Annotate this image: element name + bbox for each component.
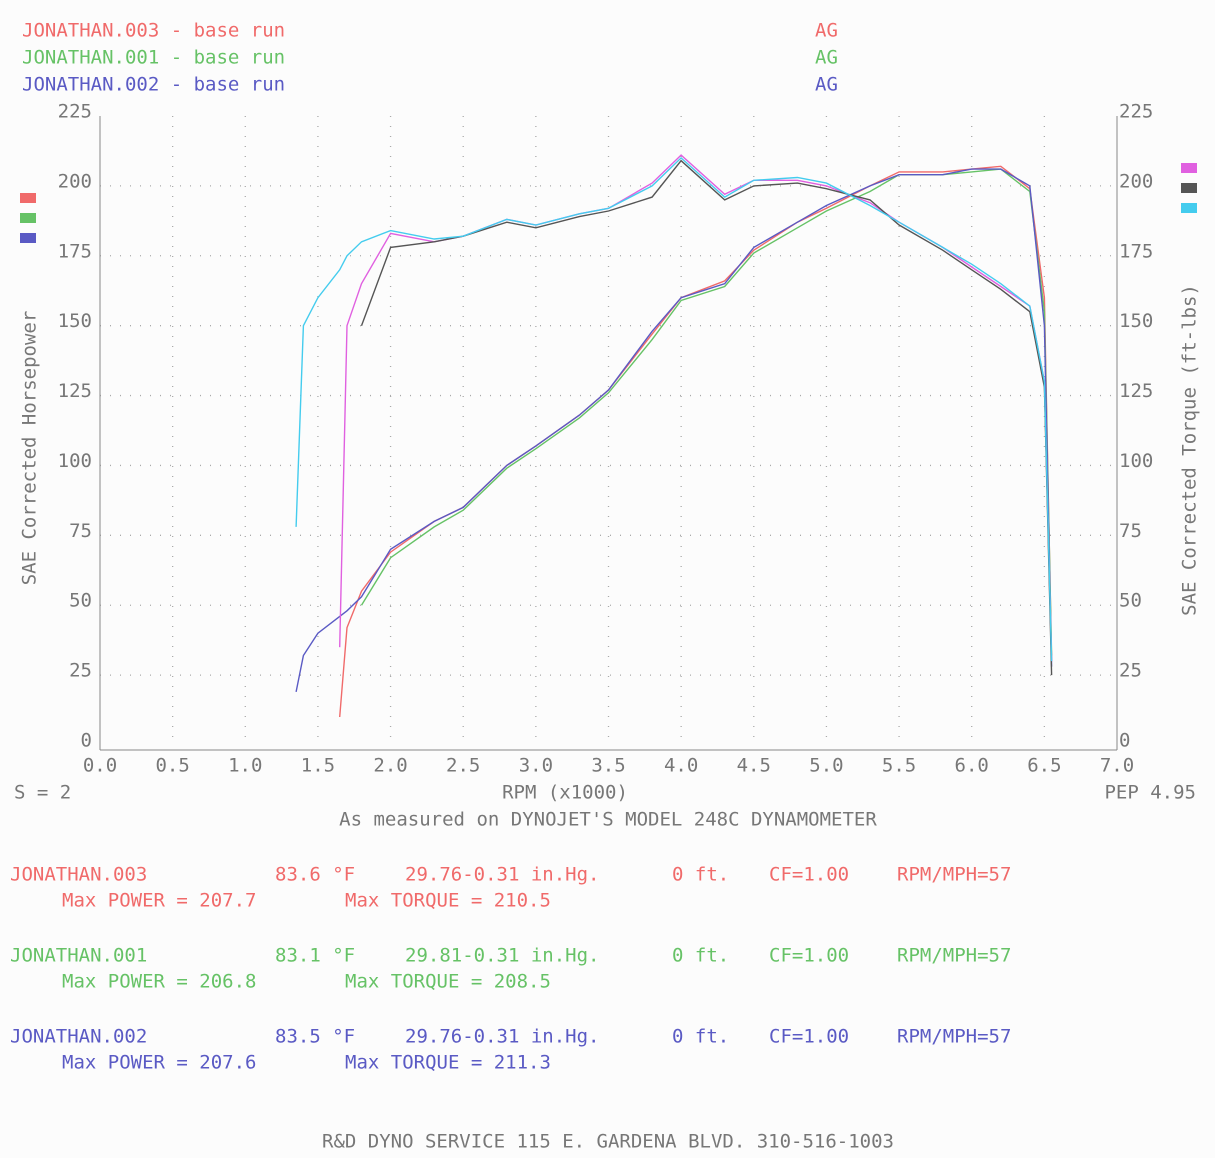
run-cf: CF=1.00 (769, 1026, 849, 1048)
x-tick-label: 1.5 (301, 755, 335, 777)
run-tag: AG (815, 74, 838, 96)
run-cf: CF=1.00 (769, 945, 849, 967)
y2-tick-label: 150 (1119, 310, 1153, 332)
footer: R&D DYNO SERVICE 115 E. GARDENA BLVD. 31… (322, 1131, 894, 1153)
legend-swatch (1181, 203, 1197, 213)
x-tick-label: 4.5 (737, 755, 771, 777)
run-altitude: 0 ft. (672, 945, 729, 967)
y-tick-label: 100 (58, 450, 92, 472)
x-tick-label: 3.0 (519, 755, 553, 777)
run-altitude: 0 ft. (672, 864, 729, 886)
run-max-torque: Max TORQUE = 211.3 (345, 1052, 551, 1074)
run-ratio: RPM/MPH=57 (897, 1026, 1011, 1048)
y2-tick-label: 50 (1119, 590, 1142, 612)
y-axis-title: SAE Corrected Horsepower (19, 311, 41, 586)
x-tick-label: 7.0 (1100, 755, 1134, 777)
x-tick-label: 5.0 (809, 755, 843, 777)
note-left: S = 2 (14, 782, 71, 804)
x-tick-label: 6.0 (955, 755, 989, 777)
x-axis-title: RPM (x1000) (502, 782, 628, 804)
run-ratio: RPM/MPH=57 (897, 864, 1011, 886)
curve (295, 168, 1053, 693)
y2-tick-label: 175 (1119, 240, 1153, 262)
y-tick-label: 150 (58, 310, 92, 332)
run-max-power: Max POWER = 206.8 (62, 971, 256, 993)
curve (360, 168, 1053, 656)
curve (295, 156, 1053, 662)
run-max-power: Max POWER = 207.6 (62, 1052, 256, 1074)
x-tick-label: 1.0 (228, 755, 262, 777)
note-right: PEP 4.95 (1104, 782, 1196, 804)
x-tick-label: 2.5 (446, 755, 480, 777)
y-tick-label: 50 (69, 590, 92, 612)
run-temp: 83.6 °F (275, 864, 355, 886)
y2-tick-label: 0 (1119, 730, 1130, 752)
run-tag: AG (815, 20, 838, 42)
run-temp: 83.1 °F (275, 945, 355, 967)
legend-swatch (20, 193, 36, 203)
y-tick-label: 200 (58, 170, 92, 192)
x-tick-label: 5.5 (882, 755, 916, 777)
y2-tick-label: 75 (1119, 520, 1142, 542)
run-altitude: 0 ft. (672, 1026, 729, 1048)
run-label: JONATHAN.002 - base run (22, 74, 285, 96)
run-ratio: RPM/MPH=57 (897, 945, 1011, 967)
x-tick-label: 6.5 (1027, 755, 1061, 777)
y-tick-label: 125 (58, 380, 92, 402)
run-pressure: 29.76-0.31 in.Hg. (405, 1026, 599, 1048)
run-name: JONATHAN.002 (10, 1026, 147, 1048)
run-max-power: Max POWER = 207.7 (62, 890, 256, 912)
x-tick-label: 4.0 (664, 755, 698, 777)
legend-swatch (1181, 163, 1197, 173)
curve (360, 159, 1053, 676)
curve (339, 154, 1053, 662)
y2-tick-label: 25 (1119, 660, 1142, 682)
run-name: JONATHAN.001 (10, 945, 147, 967)
run-name: JONATHAN.003 (10, 864, 147, 886)
run-tag: AG (815, 47, 838, 69)
y-tick-label: 75 (69, 520, 92, 542)
caption: As measured on DYNOJET'S MODEL 248C DYNA… (339, 809, 877, 831)
y-tick-label: 225 (58, 101, 92, 123)
legend-swatch (20, 233, 36, 243)
x-tick-label: 2.0 (373, 755, 407, 777)
legend-swatch (1181, 183, 1197, 193)
run-temp: 83.5 °F (275, 1026, 355, 1048)
y2-axis-title: SAE Corrected Torque (ft-lbs) (1179, 284, 1201, 616)
x-tick-label: 0.5 (155, 755, 189, 777)
y2-tick-label: 100 (1119, 450, 1153, 472)
y2-tick-label: 200 (1119, 170, 1153, 192)
x-tick-label: 0.0 (83, 755, 117, 777)
run-label: JONATHAN.001 - base run (22, 47, 285, 69)
run-pressure: 29.81-0.31 in.Hg. (405, 945, 599, 967)
y-tick-label: 25 (69, 660, 92, 682)
x-tick-label: 3.5 (591, 755, 625, 777)
run-cf: CF=1.00 (769, 864, 849, 886)
run-max-torque: Max TORQUE = 208.5 (345, 971, 551, 993)
y-tick-label: 175 (58, 240, 92, 262)
run-label: JONATHAN.003 - base run (22, 20, 285, 42)
run-max-torque: Max TORQUE = 210.5 (345, 890, 551, 912)
y2-tick-label: 225 (1119, 101, 1153, 123)
y-tick-label: 0 (81, 730, 92, 752)
y2-tick-label: 125 (1119, 380, 1153, 402)
legend-swatch (20, 213, 36, 223)
run-pressure: 29.76-0.31 in.Hg. (405, 864, 599, 886)
